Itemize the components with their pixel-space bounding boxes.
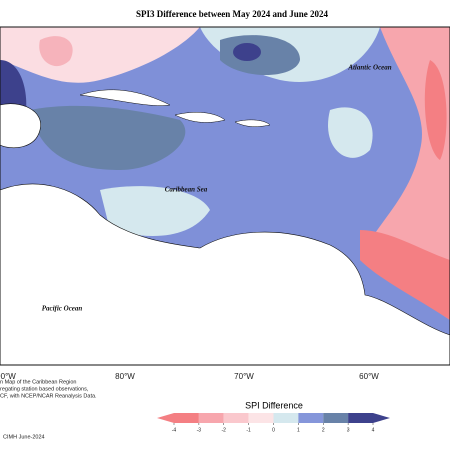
- colorbar-segment: [223, 413, 249, 423]
- colorbar-segment: [323, 413, 349, 423]
- colorbar-segment: [298, 413, 324, 423]
- colorbar-tick-label: 4: [372, 427, 375, 433]
- colorbar-segment: [174, 413, 199, 423]
- longitude-label: 70°W: [234, 372, 254, 381]
- map: Atlantic Ocean Caribbean Sea Pacific Oce…: [0, 26, 450, 366]
- colorbar-tick-label: -3: [197, 427, 202, 433]
- longitude-label: 90°W: [0, 372, 16, 381]
- ocean-label: Pacific Ocean: [42, 305, 83, 313]
- colorbar-tick-label: 2: [322, 427, 325, 433]
- pink-area: [39, 36, 73, 67]
- map-frame: [0, 26, 450, 366]
- footnote: regating station based observations,: [0, 386, 89, 392]
- colorbar: -4 -3 -2 -1 0 1 2 3 4: [157, 413, 390, 433]
- island: [234, 119, 271, 127]
- colorbar-extend: [373, 413, 390, 423]
- colorbar-segment: [198, 413, 224, 423]
- credit: CIMH June-2024: [3, 434, 45, 440]
- longitude-label: 60°W: [359, 372, 379, 381]
- ocean-label: Atlantic Ocean: [347, 64, 391, 72]
- light-area: [328, 107, 373, 158]
- colorbar-tick-label: -1: [246, 427, 251, 433]
- island: [174, 112, 226, 123]
- footnote: n Map of the Caribbean Region: [0, 379, 76, 385]
- dark-area: [233, 43, 261, 61]
- colorbar-segment: [248, 413, 274, 423]
- longitude-label: 80°W: [115, 372, 135, 381]
- red-area: [424, 60, 447, 160]
- colorbar-tick-label: 3: [347, 427, 350, 433]
- colorbar-extend: [157, 413, 174, 423]
- colorbar-segment: [348, 413, 373, 423]
- light-area: [100, 186, 210, 236]
- colorbar-tick-label: -4: [172, 427, 177, 433]
- colorbar-tick-label: -2: [222, 427, 227, 433]
- colorbar-segment: [273, 413, 299, 423]
- land: [0, 103, 41, 149]
- land: [0, 183, 450, 366]
- colorbar-tick-label: 0: [272, 427, 275, 433]
- ocean-label: Caribbean Sea: [165, 186, 208, 194]
- map-title: SPI3 Difference between May 2024 and Jun…: [136, 9, 329, 19]
- colorbar-title: SPI Difference: [245, 400, 303, 410]
- island: [79, 89, 171, 106]
- footnote: CF, with NCEP/NCAR Reanalysis Data.: [0, 393, 97, 399]
- colorbar-tick-label: 1: [297, 427, 300, 433]
- red-area: [360, 230, 450, 320]
- slate-area: [30, 105, 186, 170]
